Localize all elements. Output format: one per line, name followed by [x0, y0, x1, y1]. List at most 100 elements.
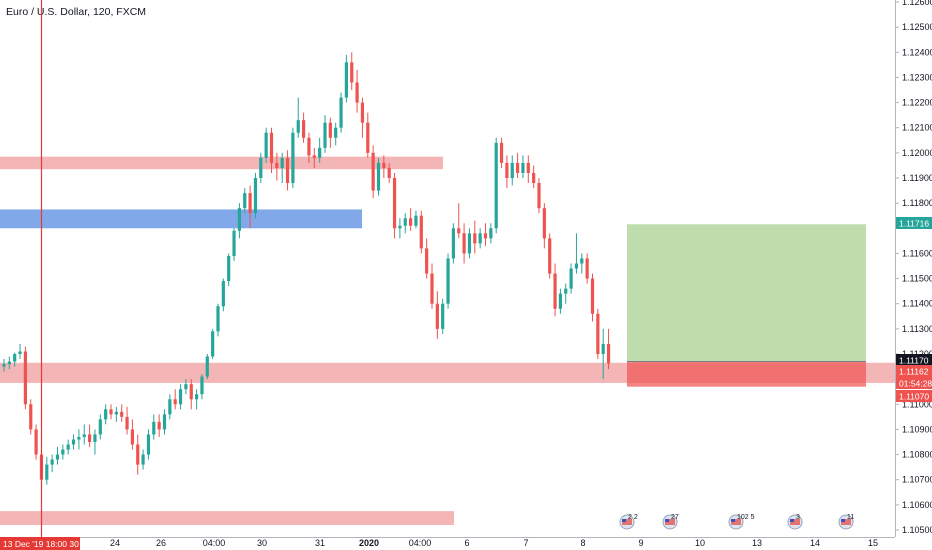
candle-body [334, 127, 338, 138]
candle [462, 223, 466, 264]
event-count-label: 102 5 [737, 514, 755, 521]
candle [532, 165, 536, 189]
candle-body [366, 122, 370, 153]
candle [61, 444, 65, 460]
candle-body [542, 208, 546, 239]
candle-body [29, 404, 33, 430]
candle-body [291, 132, 295, 184]
candle-body [569, 268, 573, 289]
candle [473, 220, 477, 254]
candle-body [601, 343, 605, 354]
candle [45, 457, 49, 485]
candle [323, 115, 327, 153]
x-tick-label: 26 [156, 538, 166, 548]
y-tick-label: 1.10900 [902, 424, 932, 434]
candle-body [141, 454, 145, 465]
x-tick-label: 9 [638, 538, 643, 548]
price-label-text: 1.11170 [899, 356, 929, 366]
candle [136, 434, 140, 475]
event-count-label: 11 [847, 514, 854, 521]
candle [451, 223, 455, 264]
candle [285, 150, 290, 191]
crosshair-x-label-bg [0, 537, 80, 550]
candle [248, 185, 252, 229]
x-tick-label: 10 [695, 538, 705, 548]
candle-body [590, 278, 595, 314]
candle-body [483, 233, 488, 239]
candle-body [467, 233, 472, 254]
candle-body [55, 454, 60, 460]
y-tick-label: 1.11600 [902, 248, 932, 258]
candle [232, 228, 236, 261]
position-profit-area[interactable] [627, 224, 866, 362]
candle-body [120, 411, 124, 417]
candle [526, 155, 530, 184]
candle-body [2, 364, 6, 367]
candle-body [13, 354, 17, 362]
candle [13, 352, 17, 367]
economic-event-flag-icon[interactable]: 2 2 [619, 514, 638, 530]
candle [141, 449, 145, 470]
candle-body [451, 228, 455, 259]
candle-body [253, 178, 258, 214]
candle [200, 374, 204, 400]
candle-body [585, 258, 589, 279]
candle-body [505, 162, 509, 178]
y-tick-label: 1.10500 [902, 525, 932, 535]
candle [601, 328, 605, 380]
economic-event-flag-icon[interactable]: 3 [787, 514, 803, 530]
x-tick-label: 2020 [359, 538, 379, 548]
candle-body [564, 288, 568, 294]
candle [29, 399, 33, 435]
x-tick-label: 15 [868, 538, 878, 548]
candle [441, 298, 445, 334]
candle [430, 263, 434, 309]
position-stop-area[interactable] [627, 361, 866, 387]
economic-event-flag-icon[interactable]: 102 5 [728, 514, 755, 530]
candle-body [189, 384, 193, 400]
candle [205, 354, 209, 380]
candle-body [248, 193, 252, 214]
candle-body [435, 303, 439, 329]
x-tick-label: 14 [810, 538, 820, 548]
y-tick-label: 1.12600 [902, 0, 932, 7]
candle-body [430, 273, 434, 304]
candle [334, 122, 338, 146]
price-label-text: 1.11162 [899, 367, 929, 377]
candle [2, 359, 6, 372]
candle [157, 414, 161, 437]
candle [392, 172, 397, 239]
candle [162, 409, 167, 435]
x-tick-label: 13 [752, 538, 762, 548]
candle [360, 97, 365, 138]
candle [510, 155, 514, 186]
candle-body [606, 343, 611, 364]
x-tick-label: 24 [110, 538, 120, 548]
candle-body [398, 225, 402, 229]
candle [585, 253, 589, 284]
candle-body [227, 255, 231, 282]
economic-event-flag-icon[interactable]: 11 [838, 514, 854, 530]
candle [307, 132, 311, 163]
candle-body [307, 137, 311, 156]
candle [152, 414, 156, 440]
candle [55, 447, 60, 465]
candle-body [580, 258, 584, 264]
candle-body [50, 459, 54, 465]
candle [446, 253, 450, 309]
candle [435, 291, 439, 339]
economic-event-flag-icon[interactable]: 27 [662, 514, 679, 530]
candle-body [532, 172, 536, 184]
candle-body [376, 162, 381, 191]
candle [542, 203, 546, 249]
candle [66, 439, 70, 455]
price-label-text: 1.11070 [899, 392, 929, 402]
candle [146, 429, 151, 460]
candle-body [425, 248, 429, 274]
candle [414, 210, 418, 229]
candle [77, 429, 81, 450]
candle-body [302, 120, 306, 138]
y-tick-label: 1.10700 [902, 475, 932, 485]
y-tick-label: 1.11400 [902, 299, 932, 309]
